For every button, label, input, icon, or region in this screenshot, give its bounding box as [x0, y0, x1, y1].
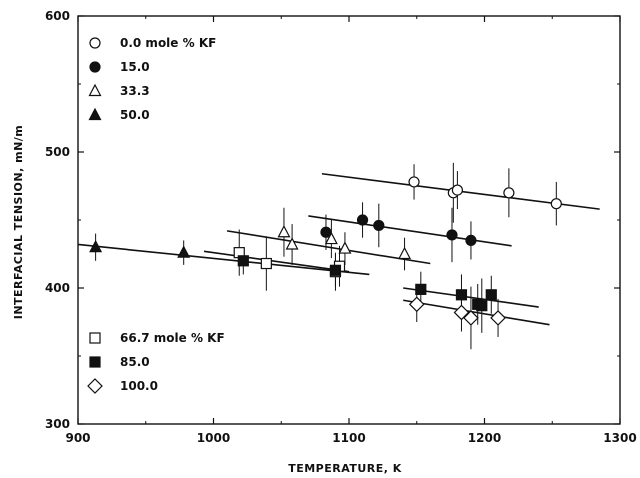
legend-label: 85.0	[120, 355, 150, 369]
x-tick-label: 1300	[603, 431, 636, 445]
series-2-point	[373, 219, 385, 232]
legend: 0.0 mole % KF 15.0 33.3 50.0 66.7 mole % KF 8…	[87, 36, 225, 394]
series-6-point	[415, 283, 427, 295]
legend-marker	[87, 378, 103, 394]
x-axis-title: TEMPERATURE, K	[288, 462, 402, 475]
series-1-point	[550, 198, 562, 210]
series-3-point	[277, 224, 291, 238]
data-markers	[89, 176, 562, 326]
series-6-point	[485, 289, 497, 301]
legend-marker	[89, 61, 101, 73]
series-2-fit-line	[308, 215, 512, 247]
series-6-point	[329, 264, 342, 276]
legend-label: 33.3	[120, 84, 150, 98]
series-4-fit-line	[77, 243, 370, 276]
series-1-point	[451, 184, 463, 196]
y-axis-title: INTERFACIAL TENSION, mN/m	[12, 125, 25, 320]
series-7-point	[408, 296, 425, 313]
series-6-point	[476, 300, 488, 312]
legend-marker	[89, 37, 101, 49]
series-7-point	[490, 310, 506, 326]
legend-marker	[88, 107, 102, 121]
series-2-point	[446, 229, 458, 241]
legend-marker	[88, 83, 102, 97]
y-tick-label: 400	[45, 281, 70, 295]
y-tick-label: 500	[45, 145, 70, 159]
series-7-point	[453, 304, 470, 321]
y-tick-label: 300	[45, 417, 70, 431]
series-5-fit-line	[203, 250, 350, 273]
error-bars	[95, 162, 557, 350]
x-tick-label: 1200	[468, 431, 501, 445]
x-tick-label: 900	[65, 431, 90, 445]
series-1-point	[503, 187, 515, 199]
series-2-point	[356, 214, 369, 226]
axes: 900 1000 1100 1200 1300 300 400 500 600	[45, 9, 637, 445]
series-5-point	[260, 257, 272, 270]
series-2-point	[320, 226, 332, 238]
series-3-point	[338, 241, 352, 254]
x-tick-label: 1100	[332, 431, 365, 445]
plot-frame	[77, 15, 621, 425]
series-3-point	[285, 237, 299, 250]
legend-label: 15.0	[120, 60, 150, 74]
series-6-point	[455, 289, 468, 301]
series-7-point	[463, 310, 479, 326]
fit-lines	[77, 172, 600, 326]
series-3-point	[324, 231, 338, 245]
legend-marker	[89, 356, 101, 368]
series-1-point	[408, 176, 420, 188]
legend-label: 66.7 mole % KF	[120, 331, 225, 345]
series-3-point	[398, 246, 412, 260]
legend-label: 50.0	[120, 108, 150, 122]
legend-label: 0.0 mole % KF	[120, 36, 216, 50]
series-4-point	[89, 239, 103, 253]
legend-label: 100.0	[120, 379, 158, 393]
y-tick-label: 600	[45, 9, 70, 23]
series-6-point	[237, 255, 249, 267]
x-tick-label: 1000	[197, 431, 230, 445]
series-2-point	[465, 234, 477, 246]
series-4-point	[177, 245, 191, 258]
series-3-fit-line	[226, 230, 431, 265]
series-7-fit-line	[403, 299, 550, 326]
legend-marker	[89, 332, 101, 344]
